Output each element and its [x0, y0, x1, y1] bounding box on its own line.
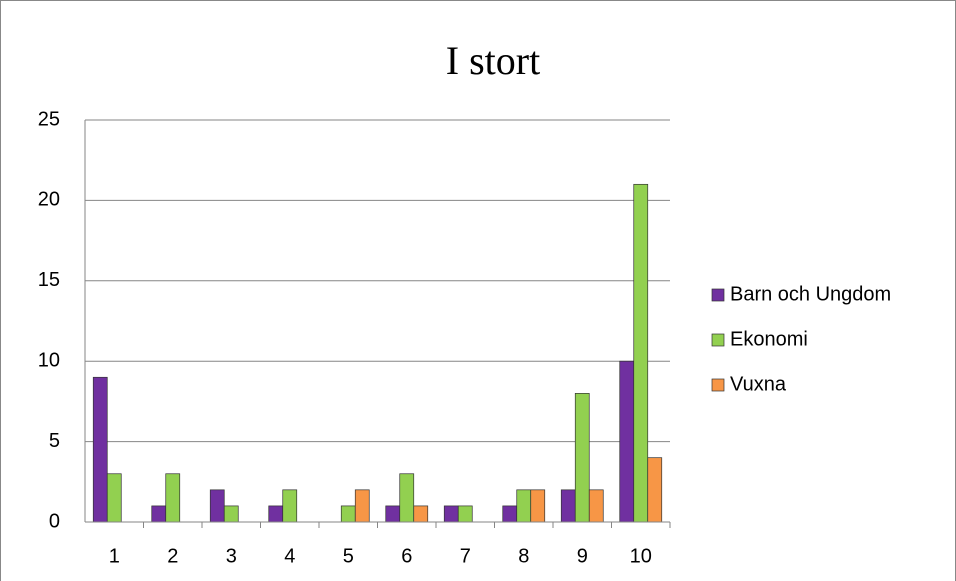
- y-tick-label: 10: [38, 349, 60, 371]
- bar: [574, 393, 590, 523]
- bar: [209, 489, 225, 523]
- bar: [633, 183, 649, 523]
- bar: [588, 489, 604, 523]
- bar: [647, 457, 663, 523]
- legend-swatch: [711, 333, 725, 347]
- bar: [399, 473, 415, 523]
- legend-label: Vuxna: [730, 373, 787, 395]
- legend-swatch: [711, 378, 725, 392]
- bar: [106, 473, 122, 523]
- x-tick-label: 6: [401, 545, 412, 567]
- y-tick-label: 5: [49, 430, 60, 452]
- bar: [413, 505, 429, 523]
- bar: [223, 505, 239, 523]
- bar: [443, 505, 459, 523]
- bar: [619, 360, 635, 523]
- x-tick-label: 5: [343, 545, 354, 567]
- x-tick-label: 10: [630, 545, 652, 567]
- y-tick-label: 0: [49, 510, 60, 532]
- y-tick-label: 15: [38, 269, 60, 291]
- x-tick-label: 2: [167, 545, 178, 567]
- bar: [282, 489, 298, 523]
- bar: [502, 505, 518, 523]
- bar: [268, 505, 284, 523]
- bar: [92, 376, 108, 523]
- x-tick-label: 4: [284, 545, 295, 567]
- bar: [457, 505, 473, 523]
- y-tick-label: 20: [38, 189, 60, 211]
- x-tick-label: 9: [577, 545, 588, 567]
- x-tick-label: 1: [109, 545, 120, 567]
- x-tick-label: 3: [226, 545, 237, 567]
- bar: [560, 489, 576, 523]
- bar: [385, 505, 401, 523]
- y-tick-label: 25: [38, 108, 60, 130]
- x-tick-label: 8: [518, 545, 529, 567]
- bar: [151, 505, 167, 523]
- bar: [340, 505, 356, 523]
- legend-label: Ekonomi: [730, 328, 808, 350]
- legend-label: Barn och Ungdom: [730, 283, 891, 305]
- x-tick-label: 7: [460, 545, 471, 567]
- bar: [516, 489, 532, 523]
- bar: [354, 489, 370, 523]
- legend-swatch: [711, 288, 725, 302]
- chart-title: I stort: [446, 38, 540, 83]
- bar: [530, 489, 546, 523]
- bar: [165, 473, 181, 523]
